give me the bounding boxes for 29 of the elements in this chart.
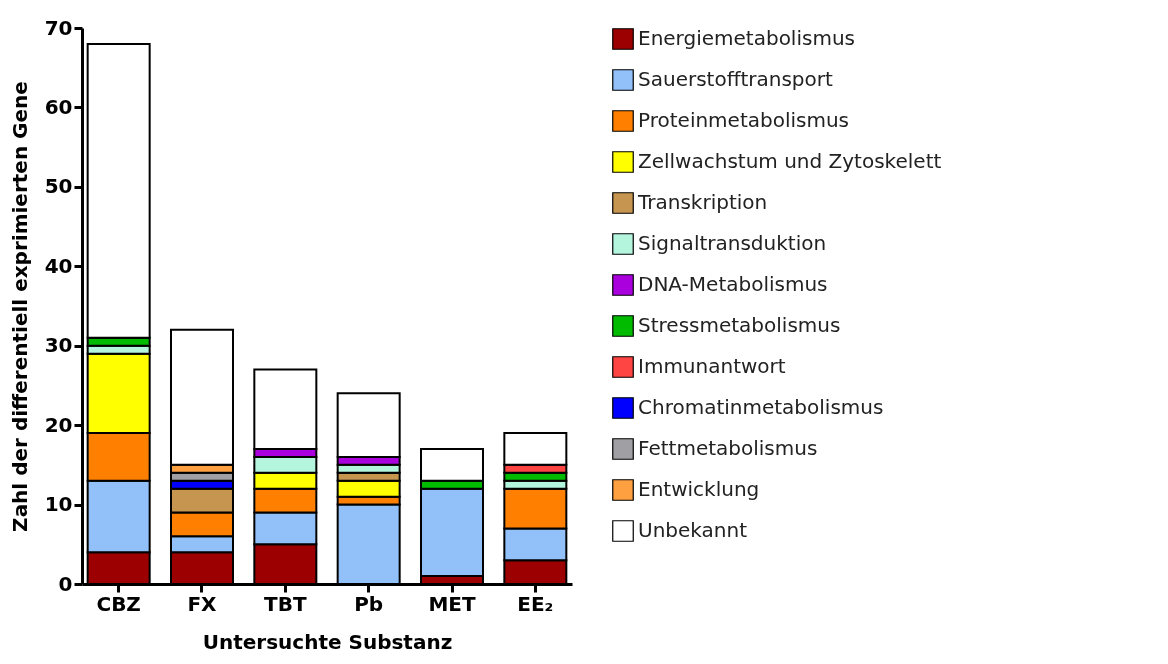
legend-label: Sauerstofftransport: [638, 67, 833, 91]
y-tick-label: 40: [44, 253, 73, 278]
y-tick-label: 60: [44, 94, 73, 119]
legend-label: Entwicklung: [638, 477, 760, 501]
legend-label: Energiemetabolismus: [638, 26, 855, 50]
y-tick-label: 20: [44, 412, 73, 437]
x-tick-label: FX: [187, 591, 218, 616]
x-tick-label: TBT: [264, 591, 307, 616]
y-tick-label: 70: [44, 15, 73, 40]
legend-label: Immunantwort: [638, 354, 786, 378]
legend-label: Stressmetabolismus: [638, 313, 841, 337]
x-tick-label: CBZ: [96, 591, 141, 616]
x-tick-label: Pb: [354, 591, 384, 616]
y-tick-label: 30: [44, 333, 73, 358]
x-axis-title: Untersuchte Substanz: [202, 629, 453, 654]
y-axis-title: Zahl der differentiell exprimierten Gene: [7, 81, 32, 532]
legend-label: Proteinmetabolismus: [638, 108, 850, 132]
y-tick-label: 0: [58, 571, 73, 596]
x-tick-label: EE₂: [517, 591, 554, 616]
legend-label: Fettmetabolismus: [638, 436, 818, 460]
legend-label: Chromatinmetabolismus: [638, 395, 884, 419]
y-tick-label: 10: [44, 492, 73, 517]
y-tick-label: 50: [44, 174, 73, 199]
legend-label: Transkription: [637, 190, 768, 214]
legend-label: Zellwachstum und Zytoskelett: [638, 149, 942, 173]
x-tick-label: MET: [428, 591, 476, 616]
legend-label: Signaltransduktion: [638, 231, 827, 255]
legend-label: DNA-Metabolismus: [638, 272, 828, 296]
legend-label: Unbekannt: [638, 518, 748, 542]
